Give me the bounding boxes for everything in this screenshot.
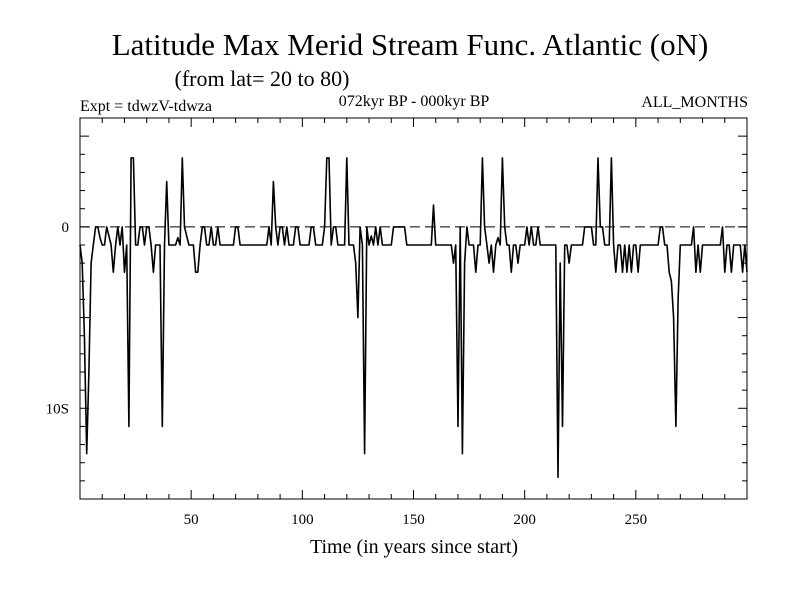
- chart-subtitle: (from lat= 20 to 80): [175, 66, 350, 91]
- y-tick-label: 0: [62, 220, 70, 236]
- y-tick-label: 10S: [46, 401, 69, 417]
- x-axis-ticks: 50 100 150 200 250: [184, 512, 647, 528]
- expt-label: Expt = tdwzV-tdwza: [80, 98, 212, 115]
- x-tick-label: 100: [291, 512, 314, 528]
- x-tick-label: 250: [625, 512, 648, 528]
- x-tick-label: 50: [184, 512, 199, 528]
- months-label: ALL_MONTHS: [641, 94, 748, 111]
- series-line-0: [79, 157, 748, 478]
- x-tick-label: 150: [402, 512, 425, 528]
- y-axis-ticks: 0 10S: [46, 220, 69, 417]
- period-label: 072kyr BP - 000kyr BP: [339, 93, 490, 110]
- chart-title: Latitude Max Merid Stream Func. Atlantic…: [112, 27, 709, 62]
- plot-frame: [79, 117, 748, 500]
- minor-ticks: [80, 118, 747, 499]
- series-group: [79, 157, 748, 478]
- x-axis-label: Time (in years since start): [310, 536, 518, 558]
- x-tick-label: 200: [513, 512, 536, 528]
